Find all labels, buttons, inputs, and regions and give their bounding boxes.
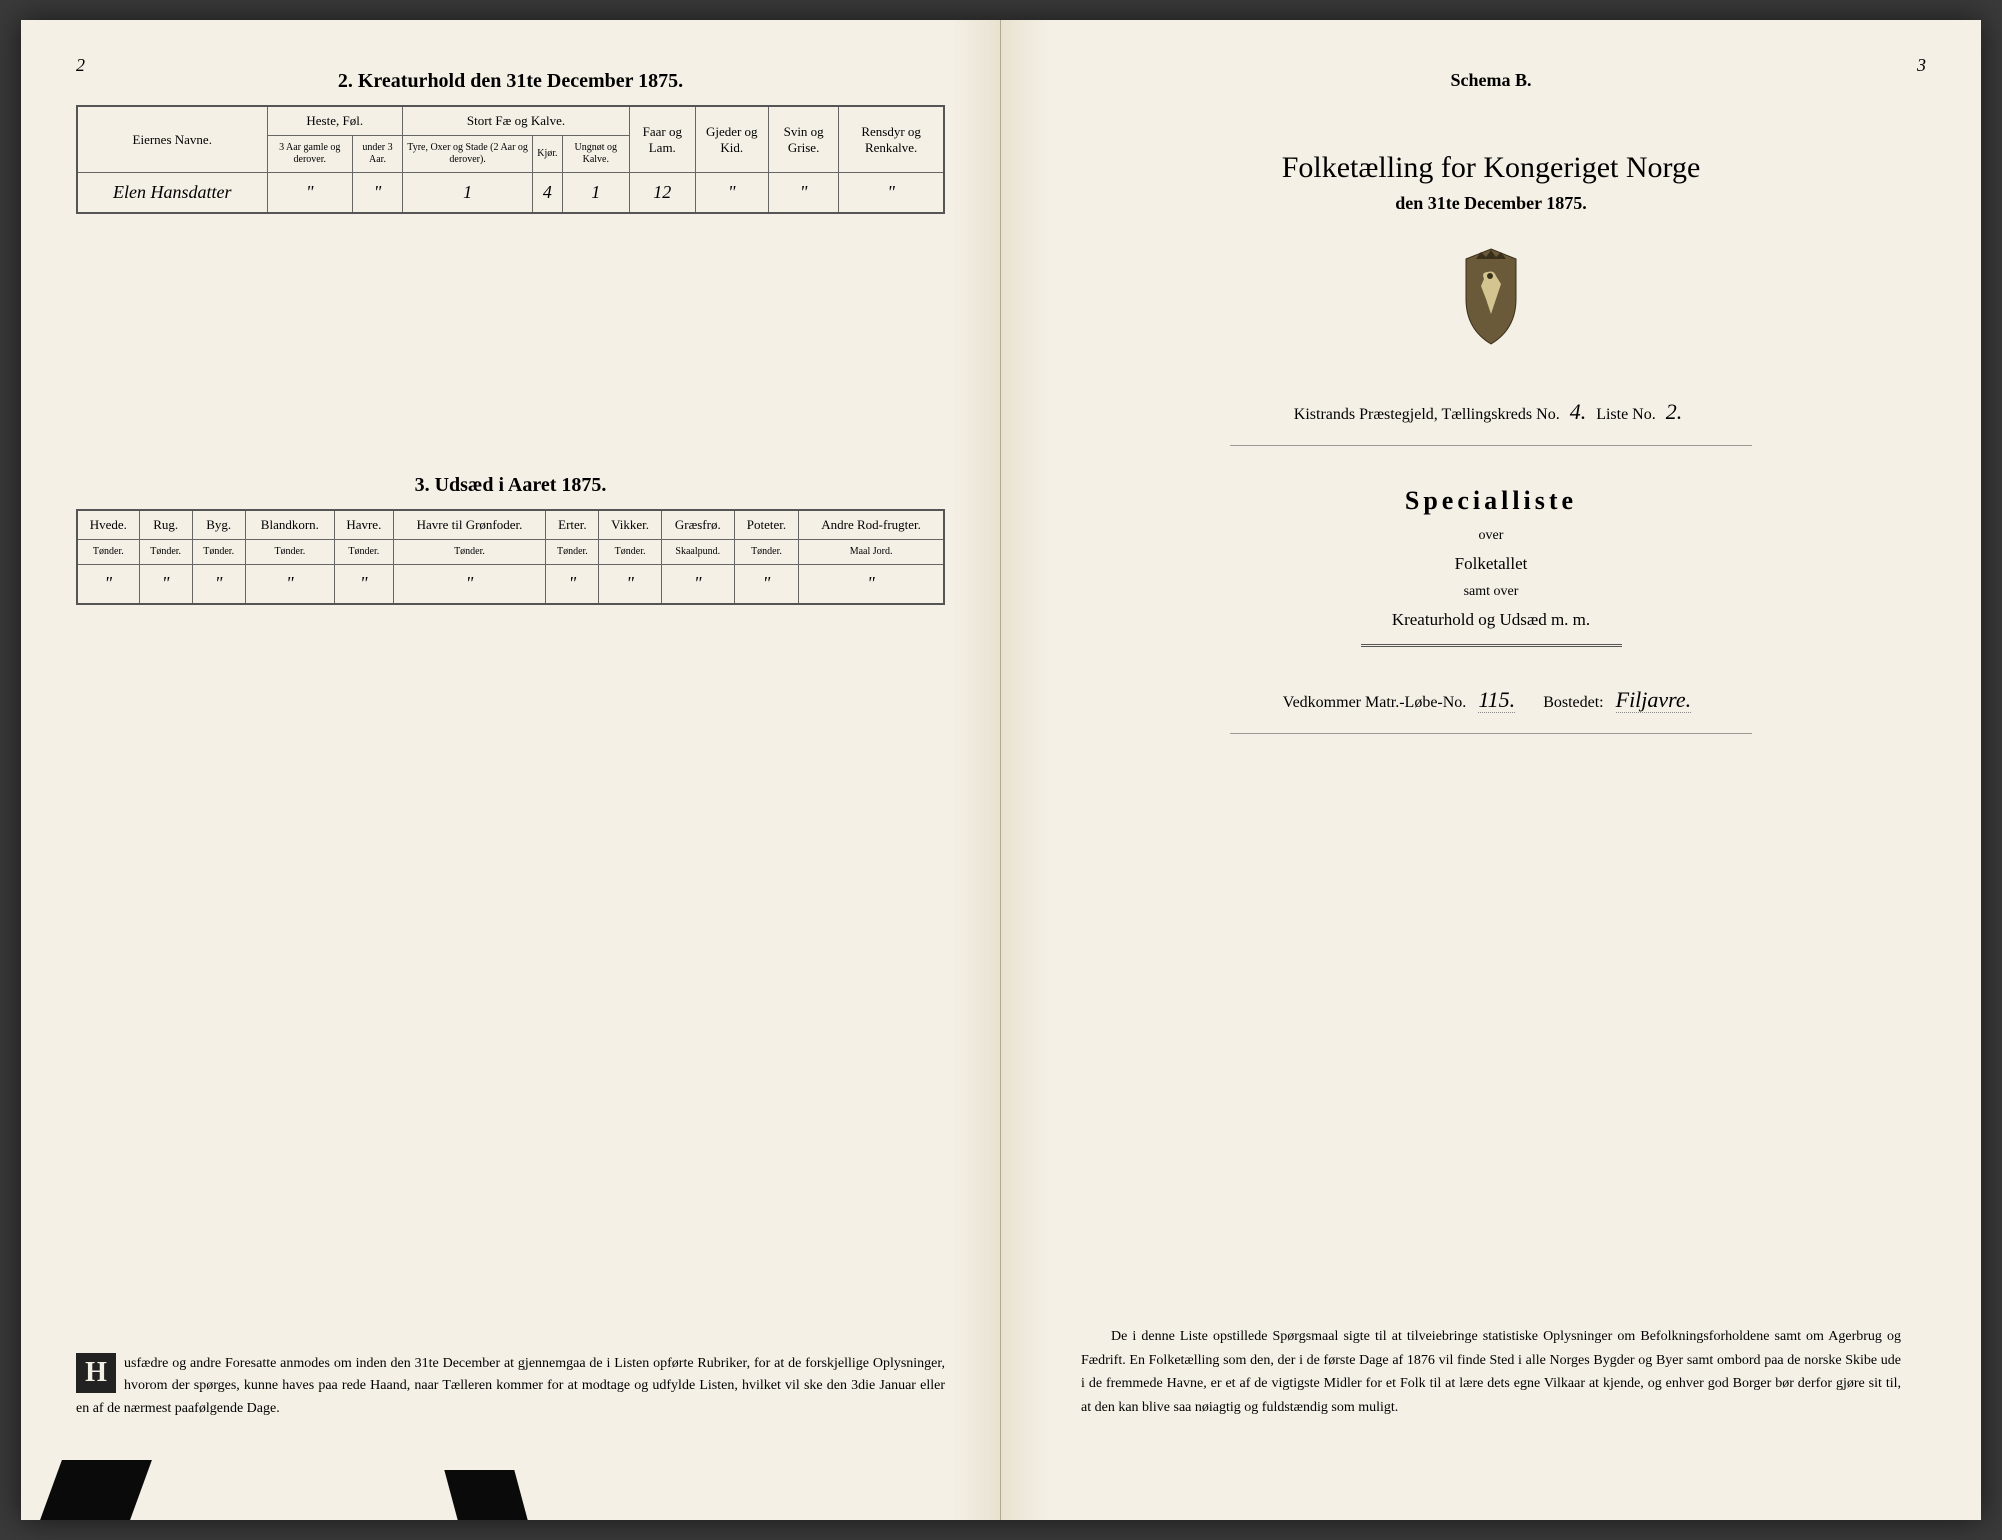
unit: Maal Jord. <box>799 539 944 564</box>
cell: " <box>393 564 546 604</box>
crop-unit-row: Tønder. Tønder. Tønder. Tønder. Tønder. … <box>77 539 944 564</box>
unit: Tønder. <box>599 539 661 564</box>
col-grass: Græsfrø. <box>661 510 734 540</box>
samt-over-label: samt over <box>1056 584 1926 600</box>
col-calves: Ungnøt og Kalve. <box>562 136 630 173</box>
cell: " <box>599 564 661 604</box>
col-roots: Andre Rod-frugter. <box>799 510 944 540</box>
unit: Tønder. <box>546 539 599 564</box>
double-divider <box>1361 644 1622 647</box>
census-date: den 31te December 1875. <box>1056 193 1926 214</box>
cell: " <box>192 564 245 604</box>
open-book: 2 2. Kreaturhold den 31te December 1875.… <box>21 20 1981 1520</box>
over-label: over <box>1056 528 1926 544</box>
col-oats: Havre. <box>335 510 394 540</box>
cell: 4 <box>533 173 562 213</box>
schema-label: Schema B. <box>1056 70 1926 91</box>
coat-of-arms-icon <box>1056 244 1926 359</box>
owner-name: Elen Hansdatter <box>77 173 267 213</box>
col-bulls: Tyre, Oxer og Stade (2 Aar og derover). <box>402 136 532 173</box>
cell: " <box>695 173 769 213</box>
unit: Tønder. <box>393 539 546 564</box>
cell: 1 <box>562 173 630 213</box>
cell: " <box>769 173 839 213</box>
liste-label: Liste No. <box>1596 406 1656 423</box>
matr-number: 115. <box>1478 687 1515 713</box>
table-row: Elen Hansdatter " " 1 4 1 12 " " " <box>77 173 944 213</box>
footer-text: usfædre og andre Foresatte anmodes om in… <box>76 1356 945 1416</box>
cell: " <box>661 564 734 604</box>
binding-clip <box>444 1470 527 1520</box>
col-wheat: Hvede. <box>77 510 139 540</box>
sowing-table: Hvede. Rug. Byg. Blandkorn. Havre. Havre… <box>76 509 945 606</box>
col-cattle: Stort Fæ og Kalve. <box>402 106 629 136</box>
cell: 1 <box>402 173 532 213</box>
cell: " <box>546 564 599 604</box>
table-row: " " " " " " " " " " " <box>77 564 944 604</box>
left-page: 2 2. Kreaturhold den 31te December 1875.… <box>21 20 1001 1520</box>
page-number-left: 2 <box>76 55 85 76</box>
cell: " <box>799 564 944 604</box>
unit: Tønder. <box>734 539 798 564</box>
cell: 12 <box>630 173 695 213</box>
cell: " <box>267 173 353 213</box>
kreds-number: 4. <box>1570 399 1587 424</box>
col-pigs: Svin og Grise. <box>769 106 839 173</box>
vedkommer-line: Vedkommer Matr.-Løbe-No. 115. Bostedet: … <box>1056 687 1926 713</box>
col-mixed: Blandkorn. <box>245 510 334 540</box>
drop-cap: H <box>76 1353 116 1393</box>
unit: Tønder. <box>245 539 334 564</box>
cell: " <box>353 173 403 213</box>
district-line: Kistrands Præstegjeld, Tællingskreds No.… <box>1056 399 1926 425</box>
liste-number: 2. <box>1666 399 1683 424</box>
col-peas: Erter. <box>546 510 599 540</box>
col-owner: Eiernes Navne. <box>77 106 267 173</box>
col-horses-old: 3 Aar gamle og derover. <box>267 136 353 173</box>
section2-title: 2. Kreaturhold den 31te December 1875. <box>76 70 945 93</box>
col-vetch: Vikker. <box>599 510 661 540</box>
livestock-table: Eiernes Navne. Heste, Føl. Stort Fæ og K… <box>76 105 945 214</box>
census-main-title: Folketælling for Kongeriget Norge <box>1056 151 1926 185</box>
right-footer-text: De i denne Liste opstillede Spørgsmaal s… <box>1081 1325 1901 1420</box>
specialliste-title: Specialliste <box>1056 486 1926 516</box>
vedkommer-label: Vedkommer Matr.-Løbe-No. <box>1283 694 1467 711</box>
divider <box>1230 445 1752 446</box>
bostedet-value: Filjavre. <box>1616 687 1692 713</box>
unit: Tønder. <box>335 539 394 564</box>
col-horses: Heste, Føl. <box>267 106 402 136</box>
right-page: 3 Schema B. Folketælling for Kongeriget … <box>1001 20 1981 1520</box>
cell: " <box>77 564 139 604</box>
unit: Tønder. <box>192 539 245 564</box>
section3-title: 3. Udsæd i Aaret 1875. <box>76 474 945 497</box>
bostedet-label: Bostedet: <box>1543 694 1603 711</box>
folketallet-label: Folketallet <box>1056 554 1926 574</box>
col-sheep: Faar og Lam. <box>630 106 695 173</box>
unit: Tønder. <box>77 539 139 564</box>
col-reindeer: Rensdyr og Renkalve. <box>839 106 944 173</box>
col-goats: Gjeder og Kid. <box>695 106 769 173</box>
col-potato: Poteter. <box>734 510 798 540</box>
cell: " <box>245 564 334 604</box>
cell: " <box>335 564 394 604</box>
page-number-right: 3 <box>1917 55 1926 76</box>
unit: Tønder. <box>139 539 192 564</box>
col-greenoats: Havre til Grønfoder. <box>393 510 546 540</box>
cell: " <box>139 564 192 604</box>
unit: Skaalpund. <box>661 539 734 564</box>
crop-name-row: Hvede. Rug. Byg. Blandkorn. Havre. Havre… <box>77 510 944 540</box>
kreatur-label: Kreaturhold og Udsæd m. m. <box>1056 610 1926 630</box>
left-footer-note: H usfædre og andre Foresatte anmodes om … <box>76 1353 945 1420</box>
binding-clip <box>40 1460 152 1520</box>
district-prefix: Kistrands Præstegjeld, Tællingskreds No. <box>1294 406 1560 423</box>
col-cows: Kjør. <box>533 136 562 173</box>
col-horses-young: under 3 Aar. <box>353 136 403 173</box>
cell: " <box>839 173 944 213</box>
cell: " <box>734 564 798 604</box>
col-rye: Rug. <box>139 510 192 540</box>
col-barley: Byg. <box>192 510 245 540</box>
divider <box>1230 733 1752 734</box>
